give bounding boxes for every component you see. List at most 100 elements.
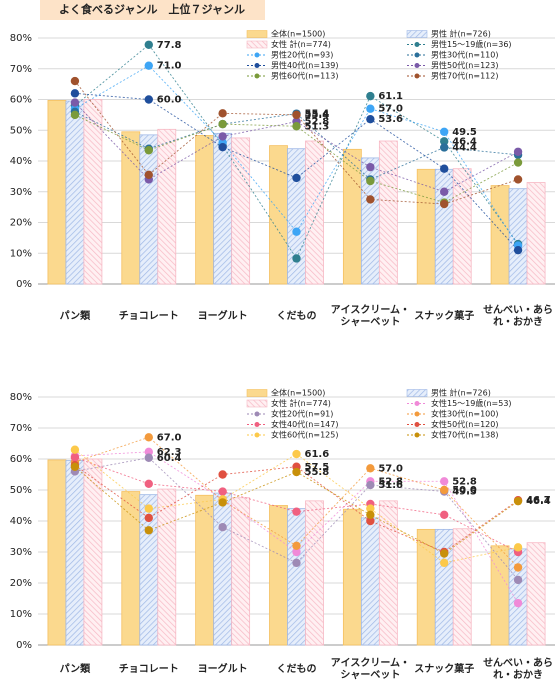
value-label: 49.5 [452, 487, 477, 498]
dot [144, 479, 153, 488]
bar [287, 148, 306, 285]
x-tick-label: アイスクリーム・シャーベット [331, 304, 410, 328]
x-tick-line: チョコレート [119, 663, 179, 675]
value-label: 60.4 [157, 453, 182, 464]
legend-label: 男性50代(n=123) [431, 60, 498, 70]
y-tick-label: 50% [10, 485, 32, 496]
x-tick-line: シャーベット [340, 669, 400, 681]
bar [526, 542, 546, 646]
x-tick-label: くだもの [277, 310, 317, 322]
dot [440, 164, 449, 173]
dot [440, 127, 449, 136]
dot [366, 162, 375, 172]
bar [157, 128, 177, 285]
legend-dot [414, 422, 420, 427]
dot [144, 526, 153, 535]
dot [366, 504, 375, 513]
dot [366, 104, 375, 113]
value-label: 57.0 [378, 104, 403, 115]
legend-dot [254, 63, 260, 68]
value-label: 52.8 [378, 476, 403, 487]
value-label: 67.0 [157, 432, 182, 443]
dot [292, 467, 301, 477]
legend-label: 女性 計(n=774) [271, 398, 331, 408]
dot [218, 487, 227, 496]
value-label: 46.7 [526, 495, 551, 506]
bar [213, 492, 233, 646]
bar [83, 99, 103, 285]
value-label: 52.8 [305, 117, 330, 128]
y-tick-label: 60% [10, 95, 32, 106]
bar [65, 100, 85, 285]
x-tick-line: シャーベット [340, 316, 400, 328]
dot [70, 98, 80, 107]
legend-label: 女性15～19歳(n=53) [431, 398, 512, 408]
bar [231, 497, 251, 646]
y-tick-label: 60% [10, 454, 32, 465]
dot [292, 558, 301, 568]
dot [144, 433, 153, 442]
bar [269, 505, 288, 646]
dot [440, 510, 449, 519]
x-tick-label: せんべい・あられ・おかき [483, 303, 553, 328]
legend-swatch [246, 30, 268, 38]
value-label: 53.6 [378, 114, 403, 125]
legend-dot [254, 73, 260, 79]
bar [157, 488, 177, 646]
bar [434, 168, 454, 285]
dot [144, 40, 153, 49]
legend-swatch [246, 399, 268, 408]
dot [218, 132, 227, 141]
bar [83, 458, 103, 646]
x-tick-label: スナック菓子 [414, 662, 474, 675]
value-label: 62.3 [157, 447, 182, 458]
x-tick-label: せんべい・あられ・おかき [483, 656, 553, 681]
bar [490, 545, 510, 646]
y-tick-label: 20% [10, 218, 32, 229]
dot [70, 462, 80, 471]
dot [366, 510, 375, 519]
value-label: 46.4 [452, 136, 477, 147]
legend-dot [254, 411, 260, 417]
y-tick-label: 10% [10, 609, 32, 620]
dot [513, 175, 523, 184]
legend-label: 女性30代(n=100) [431, 409, 498, 419]
legend-label: 男性30代(n=110) [431, 50, 498, 60]
dot [292, 541, 301, 550]
bar [139, 134, 159, 285]
bar [195, 135, 215, 285]
y-tick-label: 80% [10, 33, 32, 44]
value-label: 55.4 [305, 109, 330, 120]
dot [440, 549, 449, 558]
x-tick-line: くだもの [277, 663, 317, 675]
bar [195, 494, 215, 646]
value-label: 71.0 [157, 61, 182, 72]
dot [70, 110, 80, 120]
legend-label: 全体(n=1500) [271, 388, 325, 398]
bar [65, 460, 85, 646]
legend-label: 男性70代(n=112) [431, 71, 498, 81]
y-tick-label: 0% [16, 279, 32, 290]
legend-dot [414, 52, 420, 58]
y-tick-label: 70% [10, 64, 32, 75]
x-tick-label: パン類 [60, 662, 91, 675]
dot [144, 504, 153, 513]
legend-label: 男性 計(n=726) [431, 29, 491, 39]
dot [513, 496, 523, 506]
dot [513, 543, 523, 552]
value-label: 55.8 [305, 467, 330, 478]
dot [218, 109, 227, 118]
bar [342, 148, 362, 285]
legend-label: 男性20代(n=93) [271, 50, 333, 60]
y-tick-label: 0% [16, 640, 32, 651]
legend-label: 女性20代(n=91) [271, 409, 333, 419]
dot [366, 176, 375, 186]
x-tick-line: ヨーグルト [198, 309, 248, 322]
x-tick-label: ヨーグルト [198, 309, 248, 322]
value-label: 50.0 [452, 485, 477, 496]
x-tick-line: れ・おかき [493, 316, 543, 328]
bar [47, 459, 67, 646]
bar [287, 508, 306, 646]
legend-swatch [406, 30, 428, 38]
x-tick-line: チョコレート [119, 310, 179, 322]
